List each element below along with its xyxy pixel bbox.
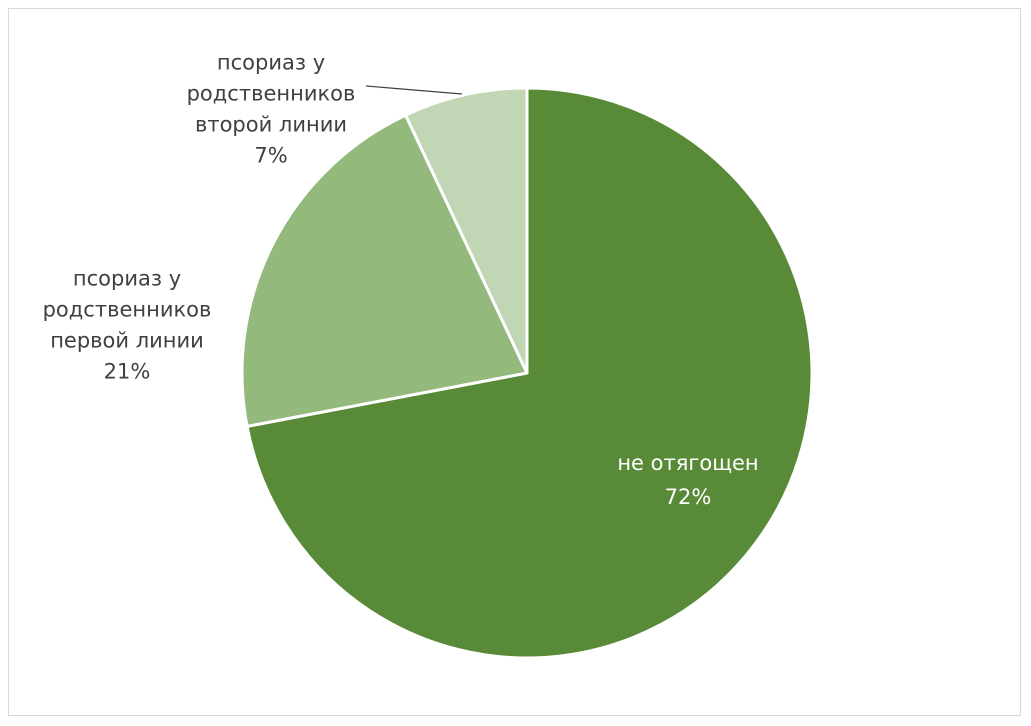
slice-label-second-line-relatives: псориаз у родственников второй линии 7%: [187, 51, 356, 168]
slice-label-line: 7%: [254, 144, 287, 168]
slice-label-line: псориаз у: [217, 51, 325, 75]
slice-label-line: не отягощен: [617, 451, 758, 475]
slice-label-line: второй линии: [195, 113, 347, 137]
slice-label-not-burdened: не отягощен 72%: [617, 451, 758, 509]
pie-slice-second-line-relatives: [404, 86, 529, 375]
slice-label-line: 21%: [104, 360, 151, 384]
leader-line-second-line: [365, 85, 463, 95]
slice-labels: не отягощен 72% псориаз у родственников перв…: [43, 51, 759, 510]
slice-label-line: псориаз у: [73, 267, 181, 291]
slice-label-line: родственников: [187, 82, 356, 106]
slice-label-line: родственников: [43, 298, 212, 322]
slice-label-line: 72%: [665, 485, 712, 509]
pie-slices: [240, 86, 814, 660]
pie-slice-not-burdened: [245, 86, 814, 660]
pie-slice-first-line-relatives: [240, 113, 529, 428]
slice-label-first-line-relatives: псориаз у родственников первой линии 21%: [43, 267, 212, 384]
slice-label-line: первой линии: [50, 329, 204, 353]
